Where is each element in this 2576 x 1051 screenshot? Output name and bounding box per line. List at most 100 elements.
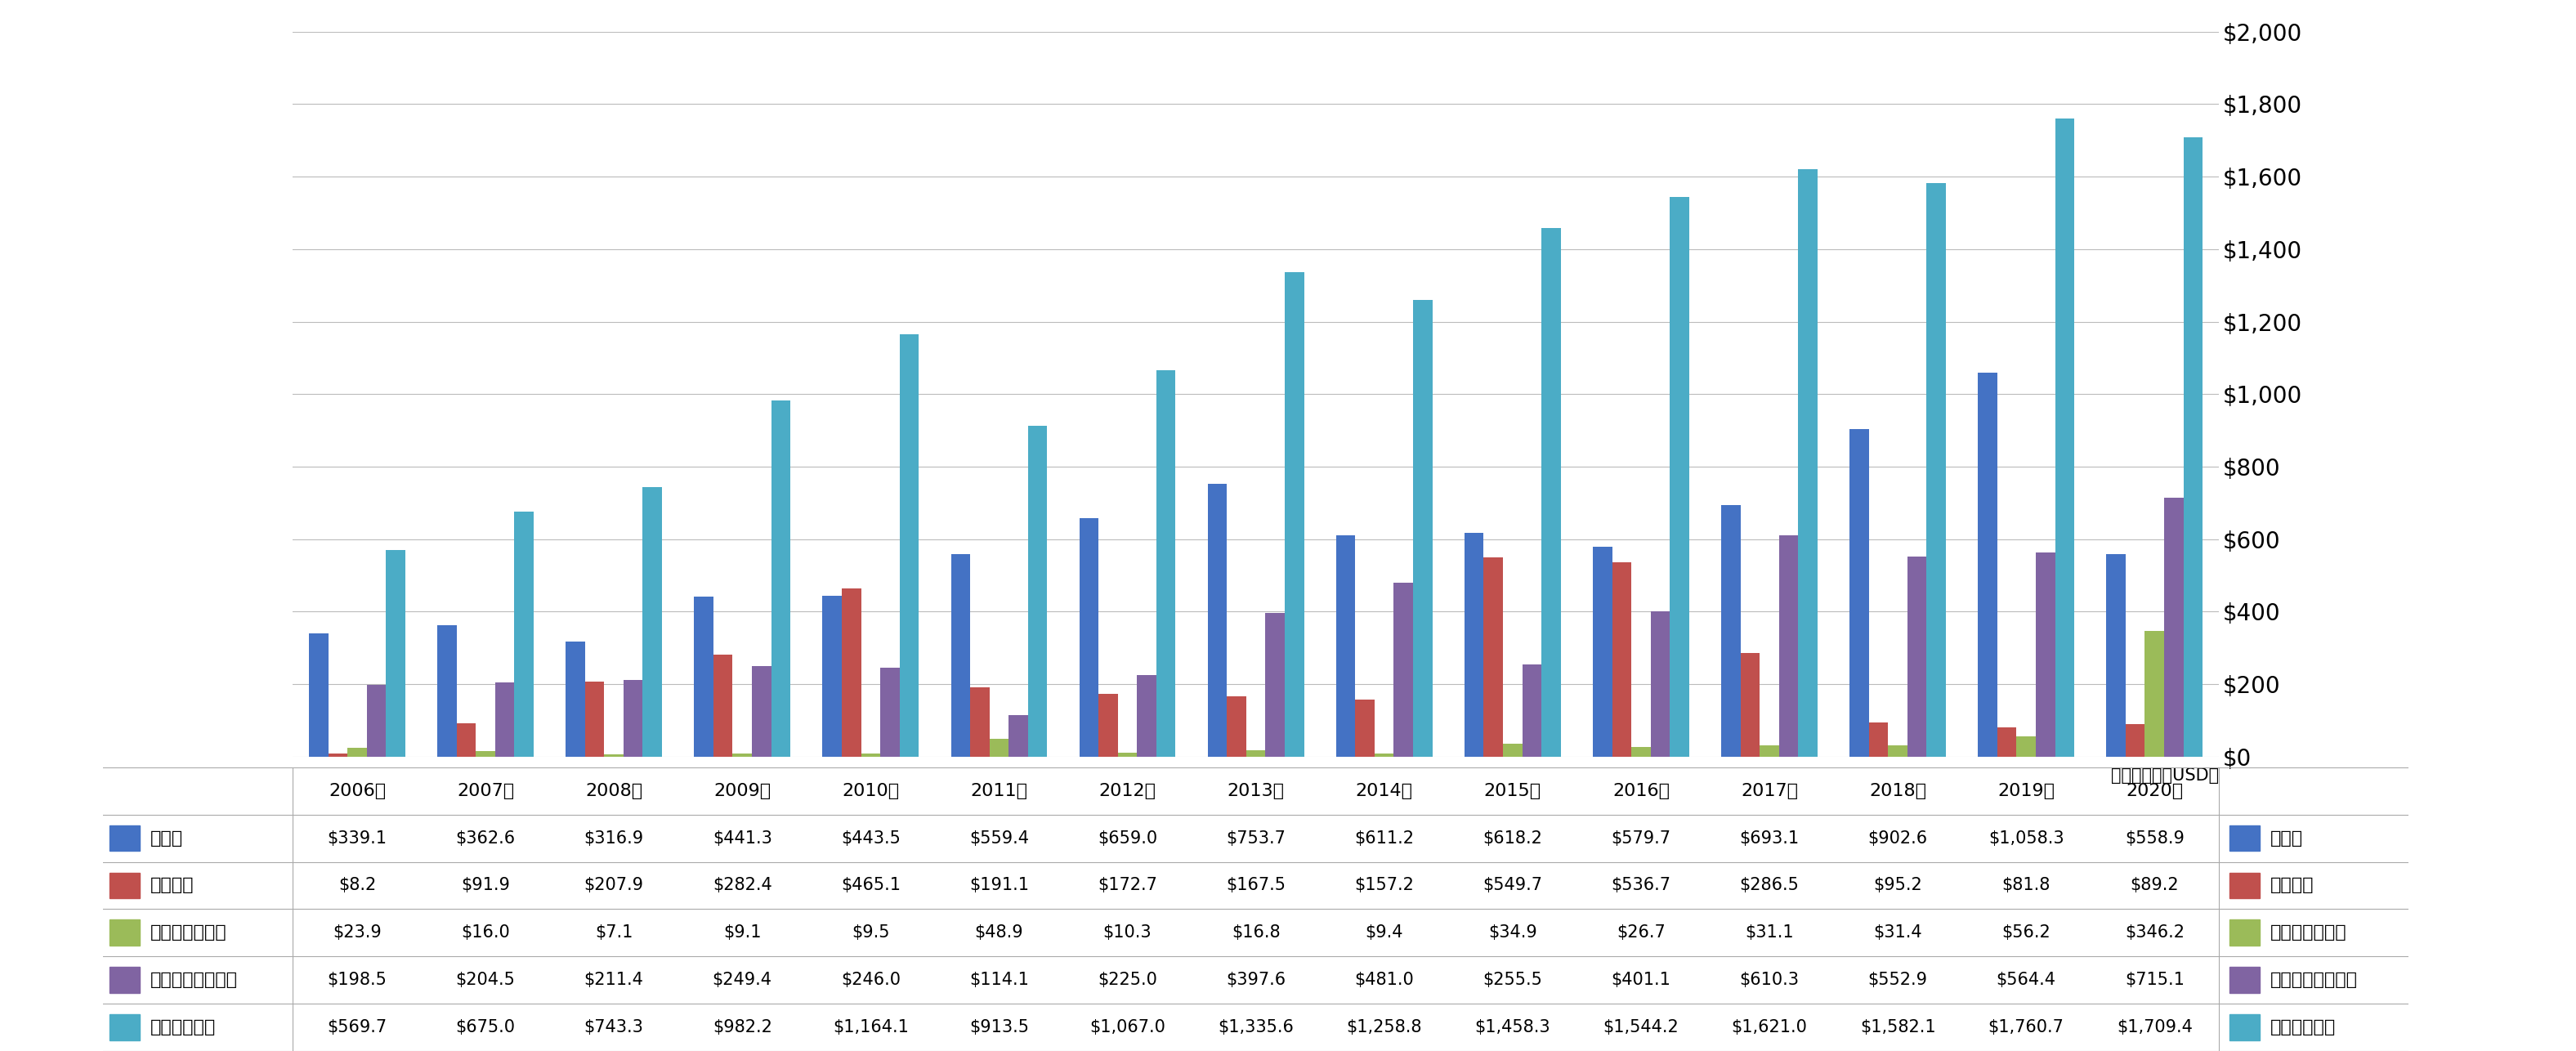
Bar <box>1631 747 1651 757</box>
Text: 2017年: 2017年 <box>1741 783 1798 799</box>
Bar <box>438 625 456 757</box>
Bar <box>971 687 989 757</box>
Bar <box>881 667 899 757</box>
Text: $1,760.7: $1,760.7 <box>1989 1019 2063 1035</box>
Bar <box>2231 825 2259 851</box>
Text: $693.1: $693.1 <box>1739 830 1798 846</box>
Text: $95.2: $95.2 <box>1873 878 1922 893</box>
Text: $157.2: $157.2 <box>1355 878 1414 893</box>
Text: $558.9: $558.9 <box>2125 830 2184 846</box>
Bar <box>1780 535 1798 757</box>
Bar <box>899 334 920 757</box>
Bar <box>2231 920 2259 946</box>
Bar <box>1522 664 1540 757</box>
Bar <box>2107 554 2125 757</box>
Bar <box>1265 613 1285 757</box>
Text: $16.0: $16.0 <box>461 925 510 941</box>
Bar <box>386 550 404 757</box>
Text: $1,458.3: $1,458.3 <box>1473 1019 1551 1035</box>
Text: $16.8: $16.8 <box>1231 925 1280 941</box>
Text: $579.7: $579.7 <box>1610 830 1672 846</box>
Text: $9.4: $9.4 <box>1365 925 1404 941</box>
Text: 繰延収益: 繰延収益 <box>2269 878 2313 893</box>
Bar <box>951 554 971 757</box>
Text: 2012年: 2012年 <box>1100 783 1157 799</box>
Text: 2008年: 2008年 <box>585 783 641 799</box>
Text: （単位：百万USD）: （単位：百万USD） <box>2110 767 2218 784</box>
Text: 流動負債合計: 流動負債合計 <box>149 1019 216 1035</box>
Text: $536.7: $536.7 <box>1610 878 1672 893</box>
Text: $249.4: $249.4 <box>714 972 773 988</box>
Bar <box>309 634 327 757</box>
Text: $362.6: $362.6 <box>456 830 515 846</box>
Text: $552.9: $552.9 <box>1868 972 1927 988</box>
Bar <box>2056 119 2074 757</box>
Bar <box>495 682 515 757</box>
Text: 2018年: 2018年 <box>1870 783 1927 799</box>
Text: 短期有利子負債: 短期有利子負債 <box>149 925 227 941</box>
Text: 2015年: 2015年 <box>1484 783 1540 799</box>
Text: $89.2: $89.2 <box>2130 878 2179 893</box>
Bar <box>822 596 842 757</box>
Text: 2010年: 2010年 <box>842 783 899 799</box>
Text: $1,164.1: $1,164.1 <box>832 1019 909 1035</box>
Text: $675.0: $675.0 <box>456 1019 515 1035</box>
Text: 2020年: 2020年 <box>2125 783 2182 799</box>
Text: $23.9: $23.9 <box>332 925 381 941</box>
Bar <box>515 512 533 757</box>
Bar <box>1226 696 1247 757</box>
Bar <box>1484 557 1502 757</box>
Bar <box>111 825 139 851</box>
Text: 2007年: 2007年 <box>456 783 515 799</box>
Bar <box>605 755 623 757</box>
Text: $549.7: $549.7 <box>1484 878 1543 893</box>
Bar <box>1850 430 1868 757</box>
Bar <box>770 400 791 757</box>
Bar <box>2035 552 2056 757</box>
Text: $198.5: $198.5 <box>327 972 386 988</box>
Text: $91.9: $91.9 <box>461 878 510 893</box>
Text: $481.0: $481.0 <box>1355 972 1414 988</box>
Text: $465.1: $465.1 <box>840 878 902 893</box>
Bar <box>1097 694 1118 757</box>
Text: $191.1: $191.1 <box>969 878 1028 893</box>
Text: $31.4: $31.4 <box>1873 925 1922 941</box>
Text: $9.5: $9.5 <box>853 925 889 941</box>
Text: 2016年: 2016年 <box>1613 783 1669 799</box>
Text: $659.0: $659.0 <box>1097 830 1157 846</box>
Bar <box>693 597 714 757</box>
Bar <box>1208 483 1226 757</box>
Bar <box>2164 497 2184 757</box>
Bar <box>732 754 752 757</box>
Text: $1,709.4: $1,709.4 <box>2117 1019 2192 1035</box>
Bar <box>111 872 139 899</box>
Text: $8.2: $8.2 <box>337 878 376 893</box>
Text: 2009年: 2009年 <box>714 783 770 799</box>
Text: $715.1: $715.1 <box>2125 972 2184 988</box>
Text: $982.2: $982.2 <box>714 1019 773 1035</box>
Bar <box>1741 653 1759 757</box>
Bar <box>1157 370 1175 757</box>
Text: $204.5: $204.5 <box>456 972 515 988</box>
Bar <box>1888 745 1906 757</box>
Bar <box>1651 612 1669 757</box>
Text: $1,544.2: $1,544.2 <box>1602 1019 1680 1035</box>
Text: $443.5: $443.5 <box>840 830 902 846</box>
Text: $7.1: $7.1 <box>595 925 634 941</box>
Text: 短期有利子負債: 短期有利子負債 <box>2269 925 2347 941</box>
Text: $225.0: $225.0 <box>1097 972 1157 988</box>
Text: $441.3: $441.3 <box>714 830 773 846</box>
Bar <box>1540 228 1561 757</box>
Bar <box>327 754 348 757</box>
Bar <box>2017 737 2035 757</box>
Text: 2014年: 2014年 <box>1355 783 1412 799</box>
Bar <box>1136 675 1157 757</box>
Bar <box>1978 373 1996 757</box>
Bar <box>644 488 662 757</box>
Bar <box>1394 582 1414 757</box>
Bar <box>2125 724 2146 757</box>
Bar <box>1285 272 1303 757</box>
Text: $397.6: $397.6 <box>1226 972 1285 988</box>
Text: $114.1: $114.1 <box>969 972 1028 988</box>
Text: $618.2: $618.2 <box>1484 830 1543 846</box>
